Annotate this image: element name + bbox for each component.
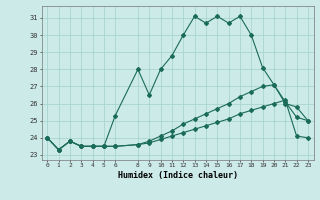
X-axis label: Humidex (Indice chaleur): Humidex (Indice chaleur) (118, 171, 237, 180)
